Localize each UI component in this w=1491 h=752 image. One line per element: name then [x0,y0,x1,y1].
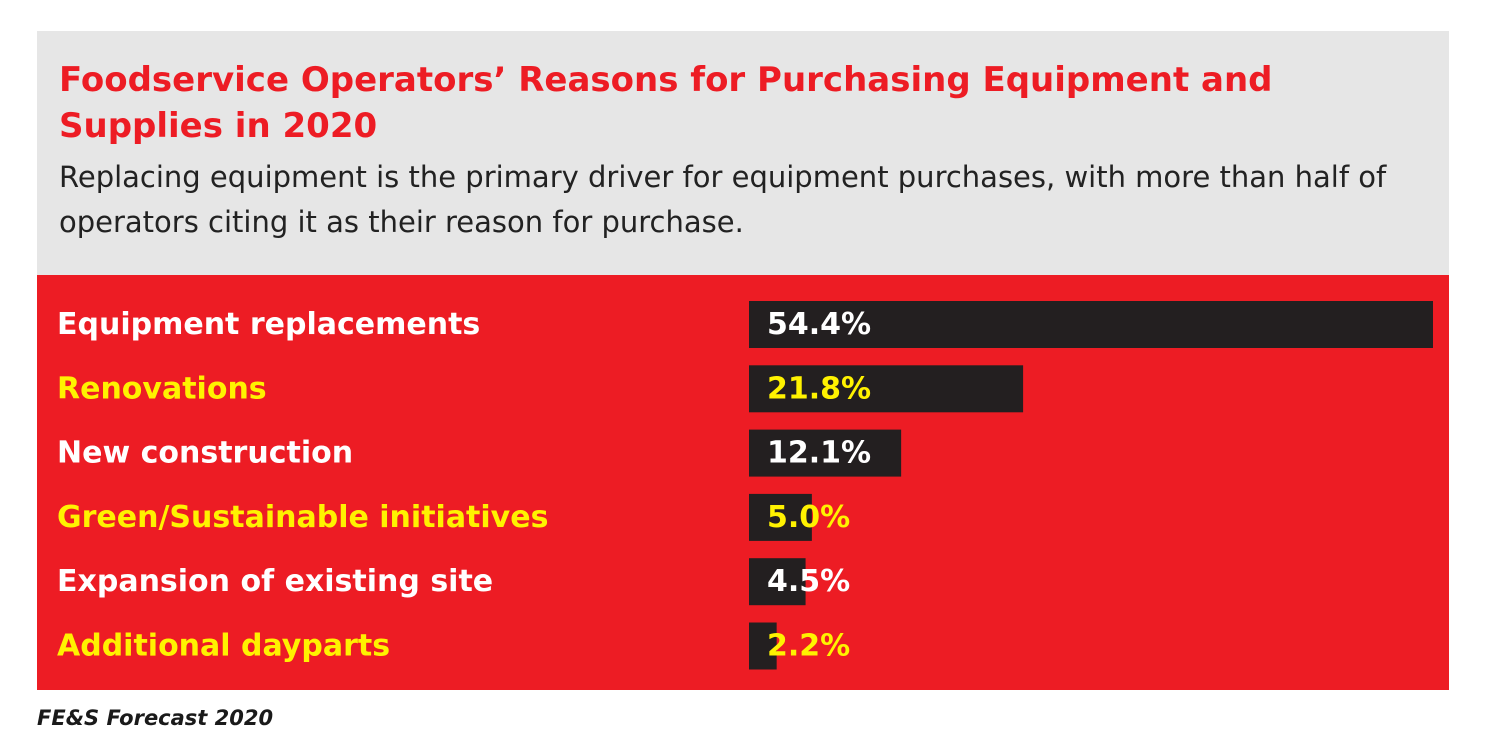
bar [749,365,1024,413]
category-label: Renovations [57,371,267,406]
bar [749,493,812,541]
category-label: Equipment replacements [57,307,480,342]
source-credit: FE&S Forecast 2020 [37,706,274,730]
value-label: 12.1% [767,436,871,471]
bar-row: Renovations 21.8% [57,365,1024,413]
bar-row: New construction 12.1% [57,429,902,477]
bar-row: Equipment replacements 54.4% [57,301,1433,348]
category-label: Expansion of existing site [57,564,493,599]
bar-row: Expansion of existing site 4.5% [57,558,850,606]
category-label: Additional dayparts [57,629,390,664]
bar-row: Additional dayparts 2.2% [57,622,850,670]
chart-rows: Equipment replacements 54.4% Renovations 21… [57,301,1433,670]
value-label: 21.8% [767,371,871,406]
chart-title: Foodservice Operators’ Reasons for Purch… [59,60,1273,146]
bar-row: Green/Sustainable initiatives 5.0% [57,493,850,541]
bar-chart: Equipment replacements 54.4% Renovations 21… [37,275,1449,690]
value-label: 54.4% [767,307,871,342]
value-label: 4.5% [767,564,850,599]
chart-subtitle: Replacing equipment is the primary drive… [59,160,1387,239]
bar [749,622,777,670]
value-label: 5.0% [767,500,850,535]
bar [749,558,806,606]
bar [749,429,902,477]
bar [749,301,1433,348]
category-label: New construction [57,436,353,471]
chart-panel: Equipment replacements 54.4% Renovations 21… [37,275,1449,690]
header-panel: Foodservice Operators’ Reasons for Purch… [37,31,1449,275]
category-label: Green/Sustainable initiatives [57,500,548,535]
value-label: 2.2% [767,629,850,664]
